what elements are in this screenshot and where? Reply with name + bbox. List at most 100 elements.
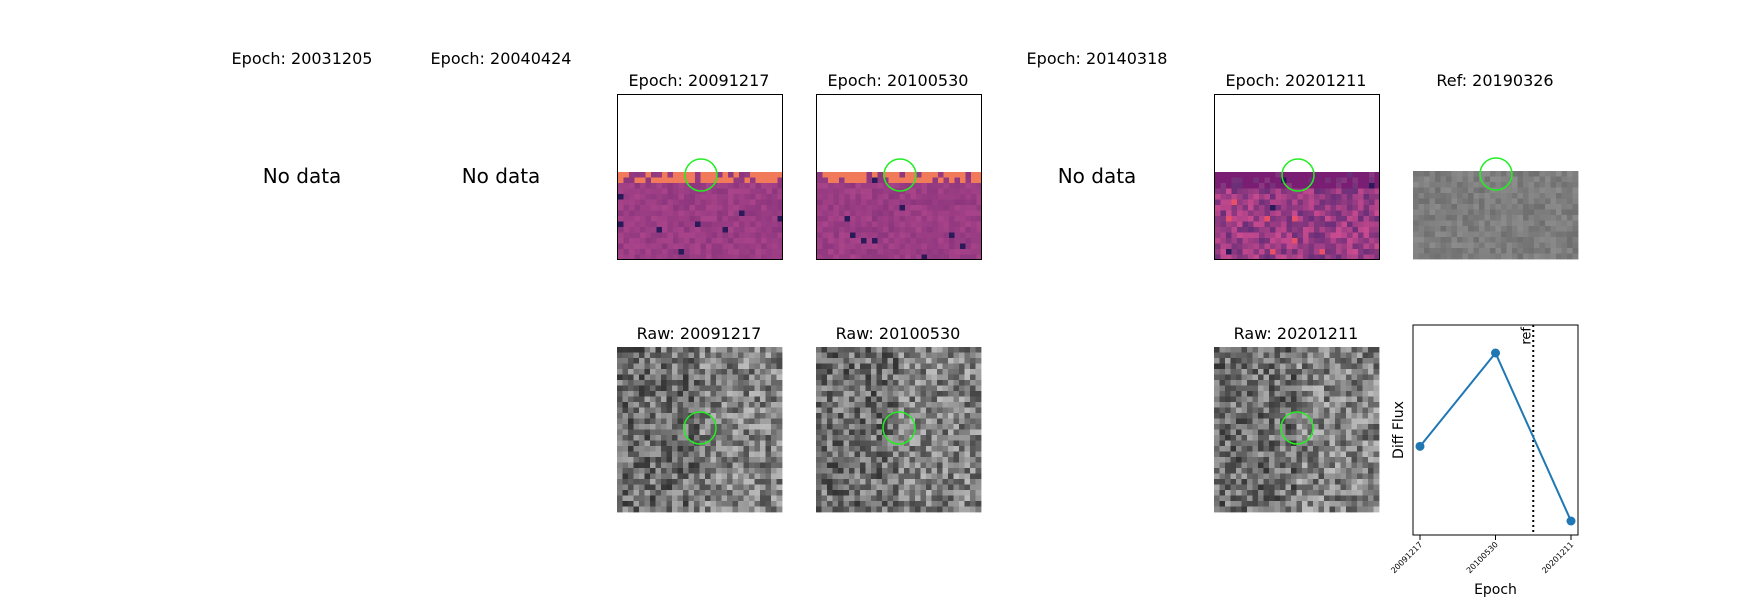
- pixel: [1241, 468, 1248, 474]
- pixel: [727, 396, 733, 403]
- pixel: [633, 418, 640, 425]
- pixel: [777, 205, 782, 211]
- pixel: [1214, 385, 1220, 392]
- pixel: [1220, 188, 1227, 195]
- pixel: [722, 205, 729, 211]
- pixel: [937, 468, 943, 474]
- pixel: [743, 446, 750, 452]
- pixel: [850, 243, 856, 250]
- pixel: [1248, 238, 1254, 244]
- pixel: [1269, 457, 1275, 463]
- pixel: [1346, 380, 1352, 386]
- pixel: [832, 429, 839, 436]
- pixel: [871, 391, 877, 397]
- pixel: [1313, 385, 1319, 392]
- pixel: [1362, 462, 1369, 469]
- pixel: [738, 506, 744, 513]
- pixel: [975, 424, 982, 430]
- pixel: [1545, 215, 1551, 221]
- pixel: [650, 424, 656, 430]
- pixel: [964, 358, 971, 364]
- pixel: [629, 205, 635, 211]
- pixel: [883, 249, 889, 255]
- pixel: [931, 347, 938, 353]
- pixel: [739, 210, 745, 217]
- pixel: [1263, 451, 1270, 458]
- pixel: [926, 402, 932, 408]
- pixel: [860, 490, 866, 496]
- pixel: [1274, 402, 1281, 408]
- pixel: [920, 396, 927, 403]
- pixel: [662, 243, 668, 250]
- pixel: [915, 396, 921, 403]
- pixel: [1324, 402, 1330, 408]
- pixel: [832, 440, 839, 447]
- pixel: [661, 473, 667, 480]
- pixel: [932, 227, 939, 233]
- pixel: [776, 501, 783, 507]
- pixel: [706, 194, 712, 200]
- pixel: [771, 396, 777, 403]
- pixel: [893, 506, 899, 513]
- pixel: [772, 254, 778, 259]
- pixel: [732, 440, 739, 447]
- pixel: [716, 484, 722, 491]
- pixel: [1292, 227, 1298, 233]
- pixel: [1264, 243, 1271, 250]
- pixel: [1269, 440, 1275, 447]
- pixel: [970, 402, 976, 408]
- pixel: [655, 484, 662, 491]
- pixel: [1374, 243, 1379, 250]
- pixel: [1341, 205, 1348, 211]
- pixel: [754, 462, 761, 469]
- pixel: [1248, 249, 1254, 255]
- pixel: [628, 358, 634, 364]
- pixel: [1358, 194, 1364, 200]
- pixel: [915, 435, 921, 441]
- pixel: [771, 490, 777, 496]
- pixel: [1324, 407, 1330, 414]
- pixel: [1340, 391, 1347, 397]
- pixel: [633, 440, 640, 447]
- pixel: [905, 177, 911, 184]
- pixel: [1214, 369, 1220, 375]
- pixel: [721, 407, 728, 414]
- pixel: [871, 506, 877, 513]
- pixel: [1280, 402, 1286, 408]
- pixel: [618, 227, 624, 233]
- pixel: [860, 462, 866, 469]
- pixel: [927, 232, 933, 239]
- pixel: [882, 462, 888, 469]
- pixel: [898, 363, 905, 370]
- pixel: [883, 221, 889, 228]
- pixel: [976, 221, 981, 228]
- pixel: [1357, 363, 1363, 370]
- pixel: [909, 369, 916, 375]
- pixel: [1258, 506, 1264, 513]
- pixel: [1297, 194, 1304, 200]
- pixel: [843, 462, 850, 469]
- pixel: [920, 407, 927, 414]
- pixel: [645, 232, 652, 239]
- pixel: [915, 490, 921, 496]
- pixel: [1270, 243, 1276, 250]
- pixel: [639, 363, 645, 370]
- pixel: [1231, 216, 1238, 222]
- pixel: [920, 446, 927, 452]
- pixel: [1225, 374, 1231, 381]
- pixel: [1440, 248, 1447, 254]
- pixel: [1285, 435, 1292, 441]
- pixel: [749, 506, 755, 513]
- pixel: [678, 216, 685, 222]
- pixel: [827, 506, 833, 513]
- pixel: [860, 435, 866, 441]
- pixel: [1214, 457, 1220, 463]
- pixel: [689, 205, 696, 211]
- pixel: [948, 506, 954, 513]
- pixel: [887, 473, 894, 480]
- pixel: [942, 479, 949, 485]
- pixel: [1319, 227, 1326, 233]
- pixel: [1324, 451, 1330, 458]
- pixel: [954, 205, 961, 211]
- pixel: [904, 380, 910, 386]
